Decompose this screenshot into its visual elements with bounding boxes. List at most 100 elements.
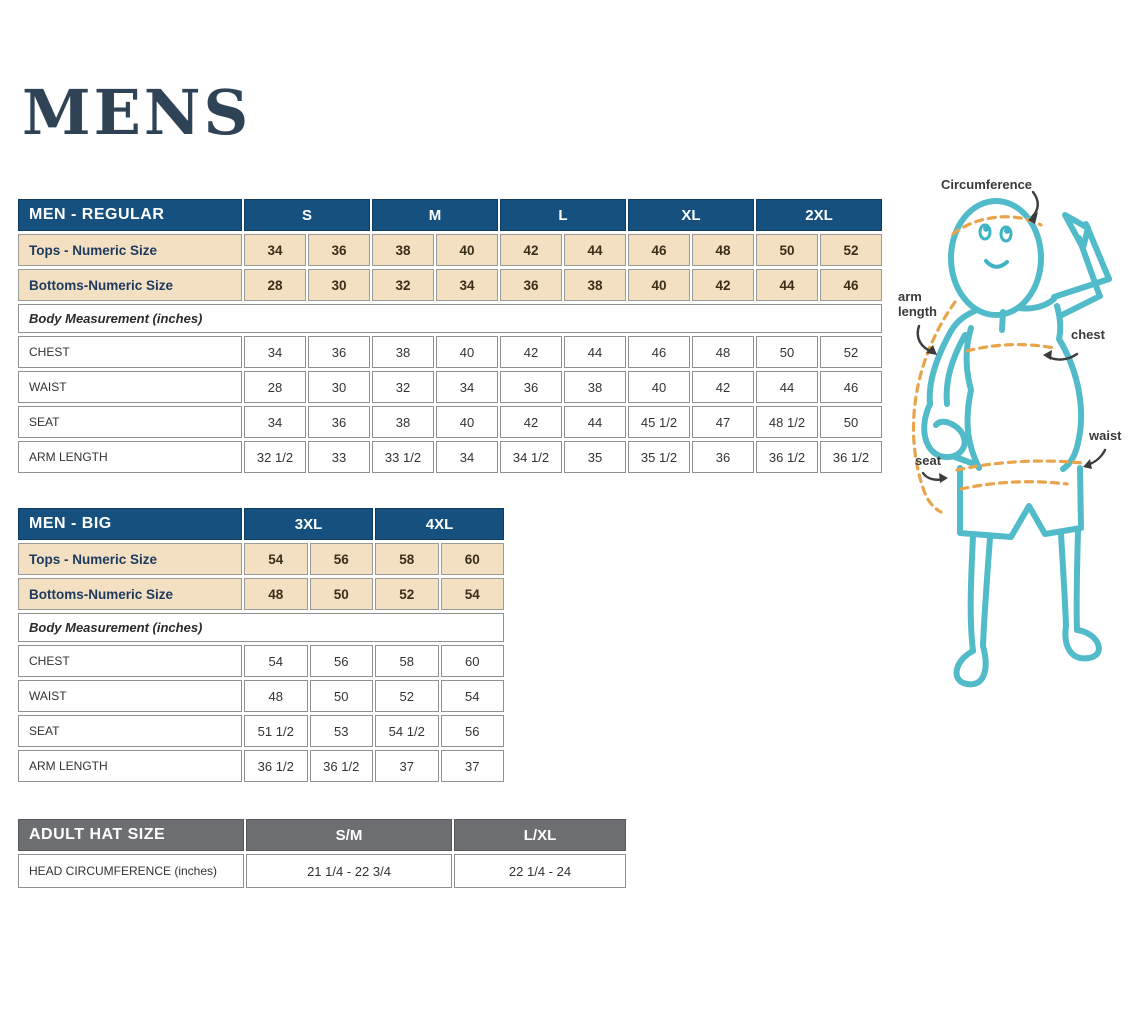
value-cell: 42 <box>500 406 562 438</box>
value-cell: 44 <box>756 371 818 403</box>
size-group-2xl: 2XL <box>756 199 882 231</box>
circumference-arrow <box>1030 190 1039 219</box>
value-cell: 40 <box>628 269 690 301</box>
size-group-3xl: 3XL <box>244 508 373 540</box>
row-label: Tops - Numeric Size <box>18 234 242 266</box>
figure-torso-left <box>963 325 982 471</box>
value-cell: 44 <box>564 336 626 368</box>
figure-left-pupil <box>983 226 989 232</box>
value-cell: 48 <box>244 578 308 610</box>
figure-left-hand-loop <box>921 401 968 461</box>
value-cell: 36 <box>308 336 370 368</box>
section-row: Body Measurement (inches) <box>18 613 504 642</box>
men-big-table: MEN - BIG 3XL 4XL Tops - Numeric Size 54… <box>16 505 506 785</box>
tops-row: Tops - Numeric Size 34 36 38 40 42 44 46… <box>18 234 882 266</box>
value-cell: 48 1/2 <box>756 406 818 438</box>
row-label: WAIST <box>18 680 242 712</box>
value-cell: 36 1/2 <box>244 750 308 782</box>
figure-torso-right <box>1054 303 1085 472</box>
circumference-arrowhead <box>1028 212 1038 224</box>
size-group-s: S <box>244 199 370 231</box>
value-cell: 42 <box>500 336 562 368</box>
value-cell: 56 <box>309 645 373 677</box>
size-group-l: L <box>500 199 626 231</box>
value-cell: 28 <box>244 269 306 301</box>
value-cell: 47 <box>692 406 754 438</box>
page-title: MENS <box>22 76 252 149</box>
row-label: ARM LENGTH <box>18 750 242 782</box>
value-cell: 35 <box>564 441 626 473</box>
hat-size-lxl: L/XL <box>454 819 626 851</box>
hat-header-row: ADULT HAT SIZE S/M L/XL <box>18 819 626 851</box>
figure-right-pupil <box>1004 228 1010 234</box>
value-cell: 58 <box>375 543 439 575</box>
figure-neck <box>999 309 1006 333</box>
row-label: Bottoms-Numeric Size <box>18 269 242 301</box>
figure-right-shoulder <box>1016 296 1057 312</box>
size-group-xl: XL <box>628 199 754 231</box>
value-cell: 38 <box>564 269 626 301</box>
value-cell: 36 <box>308 406 370 438</box>
size-group-m: M <box>372 199 498 231</box>
arm-length-dash-line <box>911 300 957 514</box>
chest-label: chest <box>1071 327 1105 342</box>
figure-upper-arm-outer <box>1051 276 1112 300</box>
figure-smile <box>984 259 1009 269</box>
figure-right-foot <box>1062 623 1102 662</box>
value-cell: 54 <box>440 680 504 712</box>
chest-arrowhead <box>1043 350 1052 360</box>
value-cell: 42 <box>500 234 562 266</box>
value-cell: 45 1/2 <box>628 406 690 438</box>
value-cell: 36 <box>308 234 370 266</box>
figure-wrist <box>952 454 980 468</box>
size-group-4xl: 4XL <box>375 508 504 540</box>
figure-shorts <box>957 465 1084 540</box>
chest-dash-line <box>965 342 1056 353</box>
value-cell: 52 <box>820 336 882 368</box>
waist-arrowhead <box>1083 459 1092 469</box>
value-cell: 51 1/2 <box>244 715 308 747</box>
seat-dash-line <box>959 480 1069 491</box>
value-cell: 40 <box>436 406 498 438</box>
value-cell: 34 <box>436 269 498 301</box>
value-cell: 50 <box>756 234 818 266</box>
arm-length-label: arm length <box>898 289 937 319</box>
figure-left-arm-outer <box>926 328 954 407</box>
adult-hat-size-table: ADULT HAT SIZE S/M L/XL HEAD CIRCUMFEREN… <box>16 816 628 891</box>
value-cell: 44 <box>756 269 818 301</box>
men-regular-title: MEN - REGULAR <box>18 199 242 231</box>
value-cell: 40 <box>436 336 498 368</box>
value-cell: 54 <box>244 543 308 575</box>
value-cell: 34 <box>244 406 306 438</box>
value-cell: 37 <box>440 750 504 782</box>
value-cell: 36 1/2 <box>309 750 373 782</box>
value-cell: 21 1/4 - 22 3/4 <box>246 854 452 888</box>
value-cell: 32 <box>372 269 434 301</box>
value-cell: 52 <box>375 680 439 712</box>
arm-length-row: ARM LENGTH 32 1/2 33 33 1/2 34 34 1/2 35… <box>18 441 882 473</box>
value-cell: 33 <box>308 441 370 473</box>
figure-left-eye <box>978 223 992 241</box>
value-cell: 44 <box>564 406 626 438</box>
value-cell: 40 <box>436 234 498 266</box>
value-cell: 38 <box>372 336 434 368</box>
value-cell: 34 <box>244 336 306 368</box>
value-cell: 50 <box>309 680 373 712</box>
value-cell: 36 <box>500 269 562 301</box>
value-cell: 60 <box>440 543 504 575</box>
value-cell: 48 <box>692 234 754 266</box>
figure-left-leg-inner <box>980 535 993 649</box>
figure-forearm-outer <box>1083 221 1112 282</box>
value-cell: 32 1/2 <box>244 441 306 473</box>
row-label: ARM LENGTH <box>18 441 242 473</box>
men-big-title: MEN - BIG <box>18 508 242 540</box>
value-cell: 28 <box>244 371 306 403</box>
value-cell: 42 <box>692 269 754 301</box>
figure-right-leg-outer <box>1073 527 1081 633</box>
value-cell: 54 1/2 <box>375 715 439 747</box>
value-cell: 50 <box>756 336 818 368</box>
value-cell: 37 <box>375 750 439 782</box>
bottoms-row: Bottoms-Numeric Size 28 30 32 34 36 38 4… <box>18 269 882 301</box>
value-cell: 30 <box>308 269 370 301</box>
